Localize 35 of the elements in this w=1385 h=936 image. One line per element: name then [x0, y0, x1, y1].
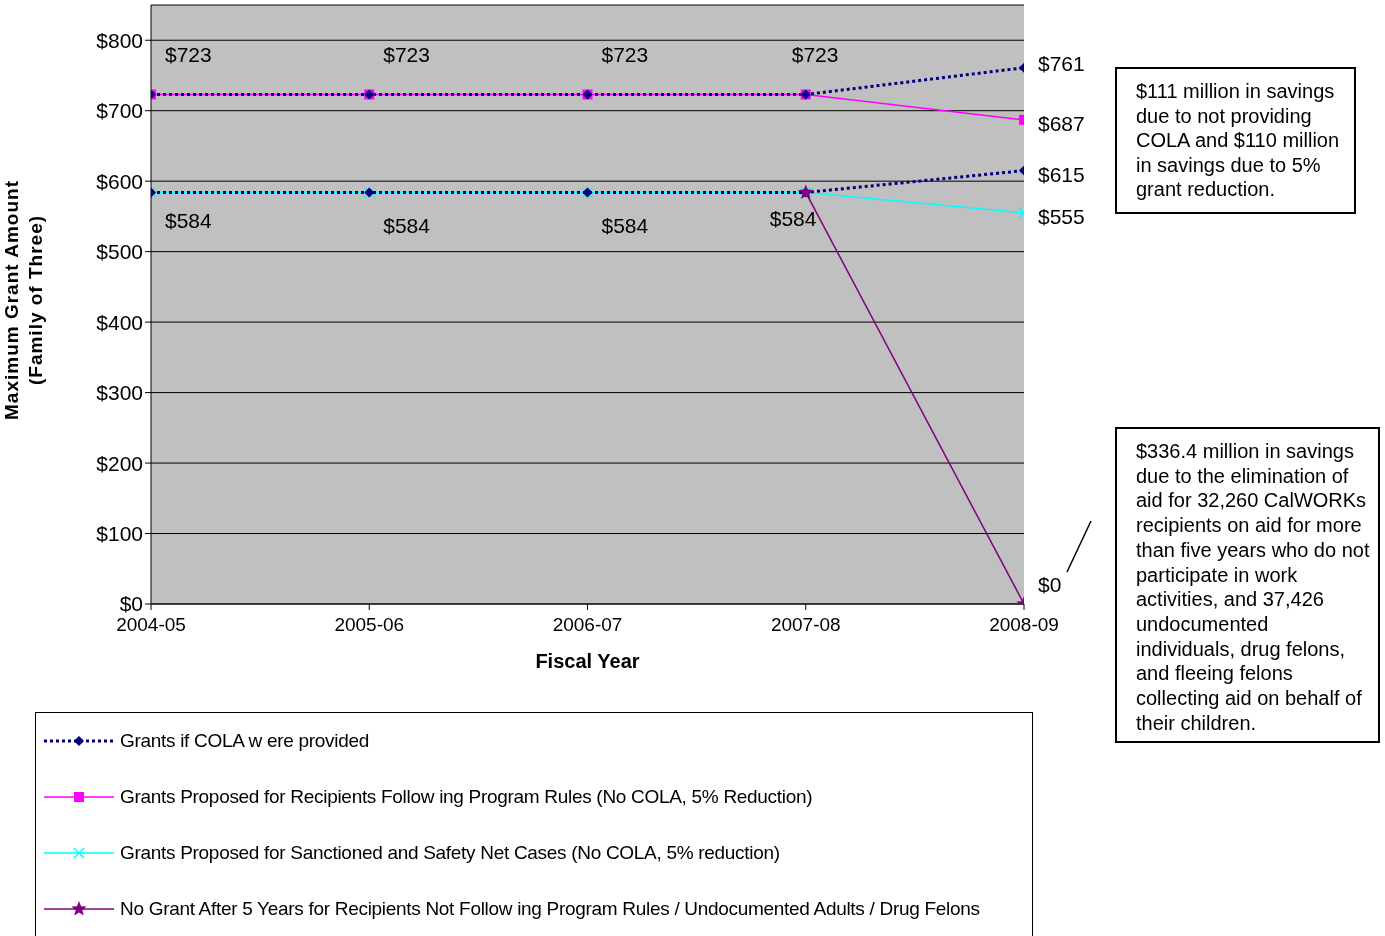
- data-label: $615: [1038, 163, 1085, 187]
- data-label: $0: [1038, 572, 1062, 596]
- data-label: $723: [383, 43, 430, 67]
- data-label: $761: [1038, 52, 1085, 76]
- data-label: $723: [601, 43, 649, 67]
- y-tick-label: $700: [96, 99, 143, 123]
- y-tick-label: $800: [96, 28, 143, 52]
- data-label: $584: [165, 209, 213, 232]
- data-label: $723: [165, 43, 212, 67]
- legend-label: Grants Proposed for Recipients Follow ing Program Rules (No COLA, 5% Reduction): [120, 786, 813, 808]
- x-tick-label: 2008-09: [989, 614, 1059, 636]
- x-tick-label: 2006-07: [552, 614, 623, 636]
- y-tick-label: $0: [119, 592, 143, 616]
- y-tick-label: $300: [96, 381, 143, 405]
- text: $336.4 million in savings due to the elimination of aid for 32,260 CalWORKs recipients on aid for more than five years who do not participate in work activities, and 37,426 undocumented individuals, drug felons, and fleeing felons collecting aid on behalf of their children.: [1136, 440, 1370, 734]
- y-tick-label: $600: [96, 169, 143, 193]
- data-label: $555: [1038, 205, 1085, 229]
- data-label: $584: [769, 207, 817, 230]
- y-tick-label: $500: [96, 240, 143, 264]
- x-axis-title: Fiscal Year: [535, 650, 640, 672]
- legend-label: No Grant After 5 Years for Recipients Not Follow ing Program Rules / Undocumented Adults / Drug Felons: [120, 898, 980, 920]
- data-label: $687: [1038, 112, 1085, 136]
- x-tick-label: 2004-05: [116, 614, 186, 636]
- data-label: $584: [601, 214, 649, 237]
- data-label: $584: [383, 214, 431, 237]
- text: $111 million in savings due to not providing COLA and $110 million in savings due to 5% grant reduction.: [1115, 67, 1356, 214]
- y-tick-label: $100: [96, 521, 143, 545]
- legend-label: Grants Proposed for Sanctioned and Safety Net Cases (No COLA, 5% reduction): [120, 842, 780, 864]
- data-label: $723: [791, 43, 839, 67]
- y-tick-label: $200: [96, 451, 143, 475]
- x-tick-label: 2007-08: [770, 614, 841, 636]
- y-axis-title: Maximum Grant Amount (Family of Three): [0, 180, 47, 420]
- y-tick-label: $400: [96, 310, 143, 334]
- x-tick-label: 2005-06: [334, 614, 405, 636]
- legend-label: Grants if COLA w ere provided: [120, 730, 369, 752]
